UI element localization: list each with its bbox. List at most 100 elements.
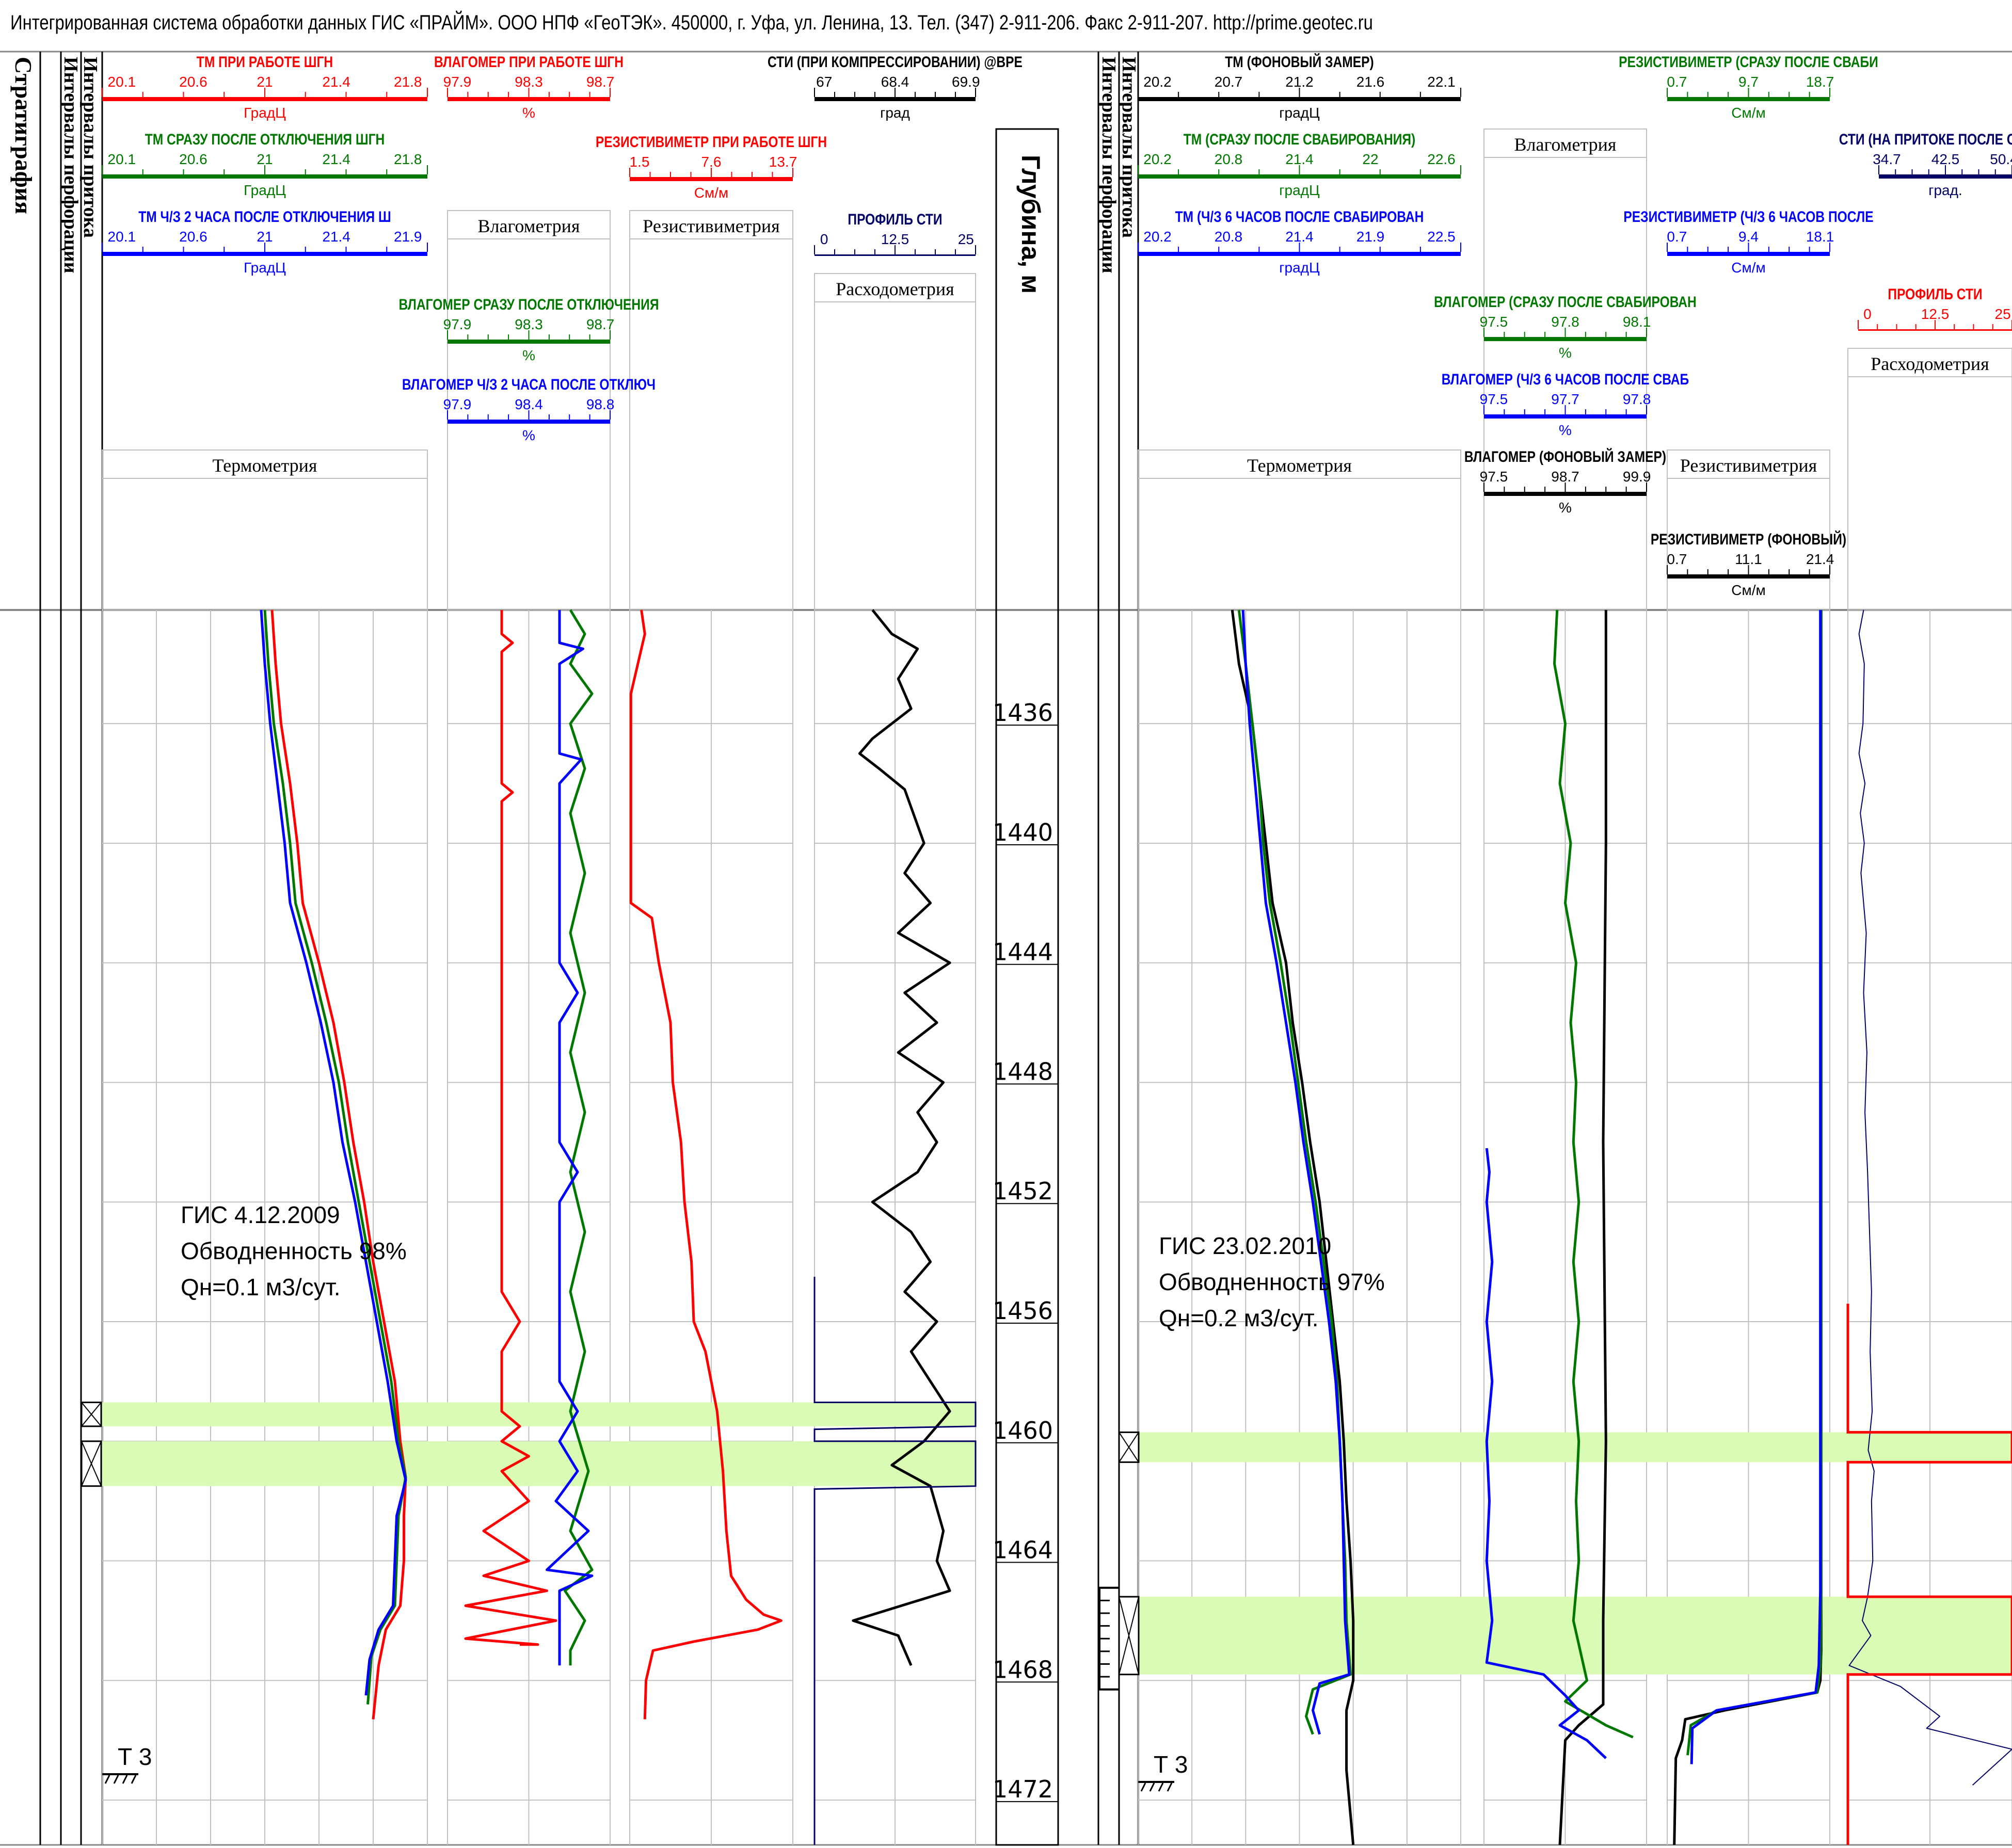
stratigraphy-label: Стратиграфия <box>10 57 37 214</box>
bottom-marker-right-hatch <box>1149 1782 1155 1792</box>
curve-left_moist <box>464 610 557 1646</box>
scale-tick-label: 20.6 <box>179 74 207 90</box>
scale-bar <box>1667 97 1830 101</box>
scale-unit: градЦ <box>1279 105 1320 121</box>
depth-tick-label: 1456 <box>993 1297 1053 1325</box>
perforation-band <box>1138 1432 2012 1463</box>
scale-tick-label: 98.4 <box>515 396 543 412</box>
scale-tick-label: 42.5 <box>1931 151 1960 167</box>
scale-unit: градЦ <box>1279 260 1320 276</box>
scale-title: ТМ ПРИ РАБОТЕ ШГН <box>197 53 333 71</box>
scale-tick-label: 21 <box>257 74 273 90</box>
scale-tick-label: 97.7 <box>1551 391 1579 407</box>
inflow-label: Интервалы притока <box>79 57 101 238</box>
scale-unit: градЦ <box>1279 182 1320 198</box>
scale-tick-label: 68.4 <box>881 74 909 90</box>
bottom-marker-right-hatch <box>1140 1782 1146 1792</box>
scale-title: ВЛАГОМЕР СРАЗУ ПОСЛЕ ОТКЛЮЧЕНИЯ <box>398 296 659 313</box>
scale-tick-label: 13.7 <box>769 154 797 170</box>
curve-left_thermo <box>260 609 407 1696</box>
scale-tick-label: 18.1 <box>1806 229 1834 245</box>
scale-bar <box>1484 337 1647 341</box>
scale-tick-label: 21.4 <box>1285 229 1314 245</box>
scale-tick-label: 97.8 <box>1623 391 1651 407</box>
scale-tick-label: 18.7 <box>1806 74 1834 90</box>
scale-tick-label: 21 <box>257 151 273 167</box>
depth-tick-label: 1448 <box>993 1057 1053 1085</box>
curve-left_thermo <box>263 609 407 1705</box>
scale-tick-label: 21 <box>257 229 273 245</box>
scale-tick-label: 67 <box>816 74 832 90</box>
depth-tick-label: 1444 <box>993 938 1053 966</box>
curve-right_moist <box>1485 1148 1607 1759</box>
scale-bars: ТМ ПРИ РАБОТЕ ШГН 20.1 20.6 21 21.4 21.8 ГрадЦ… <box>102 53 2012 598</box>
scale-tick-label: 21.4 <box>322 74 350 90</box>
scale-tick-label: 97.9 <box>443 316 472 332</box>
inflow-label-right: Интервалы притока <box>1118 57 1140 238</box>
scale-title: ТМ СРАЗУ ПОСЛЕ ОТКЛЮЧЕНИЯ ШГН <box>145 131 385 148</box>
perforation-cross-icon <box>1119 1596 1139 1675</box>
scale-tick-label: 98.3 <box>515 316 543 332</box>
scale-bar <box>1667 574 1830 578</box>
scale-tick-label: 12.5 <box>881 231 909 247</box>
perforation-band <box>102 1402 976 1426</box>
annotation-line: Обводненность 98% <box>181 1238 407 1264</box>
scale-tick-label: 99.9 <box>1623 469 1651 485</box>
app-title: Интегрированная система обработки данных… <box>10 11 1373 34</box>
scale-title: ВЛАГОМЕР ПРИ РАБОТЕ ШГН <box>434 53 624 71</box>
scale-bar <box>1484 414 1647 419</box>
scale-tick-label: 20.8 <box>1215 151 1243 167</box>
scale-unit: град <box>880 105 910 121</box>
curve-left_moist <box>564 609 594 1666</box>
scale-bar <box>1138 174 1461 179</box>
annotations: ГИС 4.12.2009 Обводненность 98% Qн=0.1 м3/… <box>102 1201 1385 1792</box>
depth-tick-label: 1468 <box>993 1656 1053 1683</box>
scale-bar <box>1138 97 1461 101</box>
bottom-marker-left-hatch <box>131 1775 137 1784</box>
curve-right_thermo <box>1231 609 1355 1845</box>
scale-tick-label: 21.4 <box>1285 151 1314 167</box>
scale-tick-label: 97.9 <box>443 74 472 90</box>
depth-track-frame <box>995 128 1059 1846</box>
depth-tick-label: 1472 <box>993 1775 1053 1803</box>
scale-bar <box>102 174 427 179</box>
curve-left_moist <box>546 610 594 1666</box>
annotation-line: ГИС 23.02.2010 <box>1159 1232 1331 1259</box>
perforation-cross-icon <box>81 1402 102 1427</box>
scale-tick-label: 69.9 <box>952 74 980 90</box>
scale-tick-label: 20.2 <box>1143 229 1172 245</box>
scale-tick-label: 20.2 <box>1143 74 1172 90</box>
scale-bar <box>448 420 610 424</box>
panel-moisture-left: Влагометрия <box>478 216 580 236</box>
panel-headers: Термометрия Влагометрия Резистивиметрия Рас… <box>102 128 2012 610</box>
bottom-marker-left-hatch <box>104 1775 110 1784</box>
scale-bar <box>1879 174 2012 179</box>
scale-bar <box>102 252 427 256</box>
panel-flowmetry-right: Расходометрия <box>1871 353 1989 374</box>
inflow-profile-left <box>813 1277 977 1845</box>
scale-tick-label: 98.8 <box>586 396 615 412</box>
scale-bar <box>815 97 976 101</box>
panel-thermometry-right: Термометрия <box>1247 455 1352 476</box>
scale-tick-label: 34.7 <box>1873 151 1901 167</box>
scale-tick-label: 21.9 <box>394 229 422 245</box>
scale-tick-label: 98.1 <box>1623 314 1651 330</box>
bottom-marker-right: Т 3 <box>1154 1751 1188 1778</box>
curve-right_moist <box>1553 609 1634 1739</box>
panel-flowmetry-right-frame <box>1847 348 2012 610</box>
scale-tick-label: 20.7 <box>1215 74 1243 90</box>
scale-tick-label: 22.5 <box>1427 229 1456 245</box>
panel-resistivity-left-frame <box>629 210 793 610</box>
perforation-band <box>102 1441 976 1486</box>
bottom-marker-left-hatch <box>113 1775 119 1784</box>
scale-bar <box>102 97 427 101</box>
scale-bar <box>448 340 610 344</box>
scale-title: РЕЗИСТИВИМЕТР ПРИ РАБОТЕ ШГН <box>596 133 827 151</box>
scale-unit: ГрадЦ <box>244 182 286 198</box>
scale-tick-label: 98.7 <box>586 74 615 90</box>
panel-thermometry-left: Термометрия <box>213 455 317 476</box>
scale-tick-label: 97.5 <box>1480 469 1508 485</box>
scale-tick-label: 21.8 <box>394 151 422 167</box>
scale-tick-label: 22.6 <box>1427 151 1456 167</box>
